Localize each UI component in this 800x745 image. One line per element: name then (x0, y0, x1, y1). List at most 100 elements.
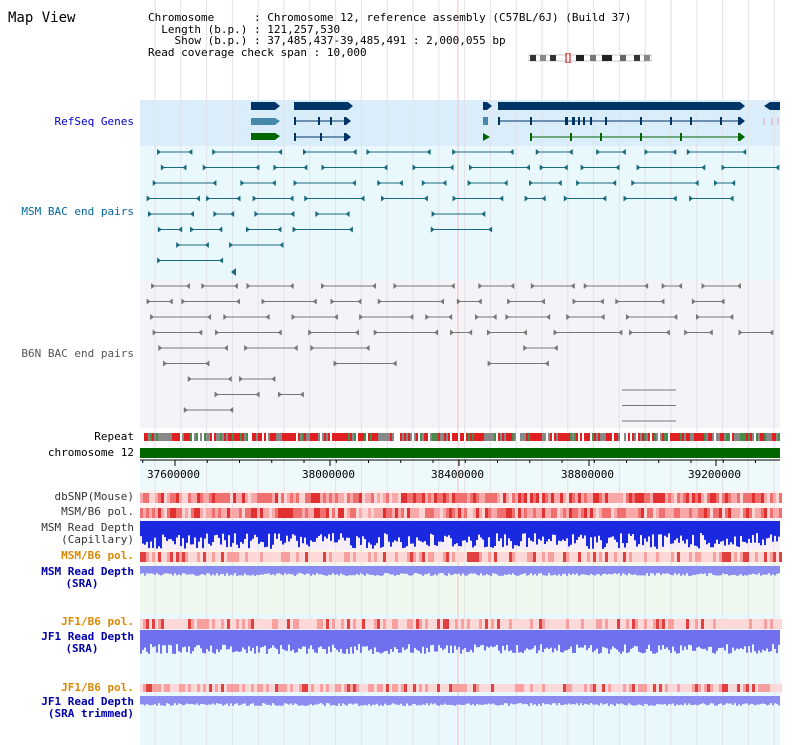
msm-depth-sra-bar (574, 566, 576, 575)
dbsnp-cell (284, 493, 287, 503)
msm-depth-sra-bar (188, 566, 190, 575)
msm-depth-capillary-bar (664, 521, 666, 536)
track-label-chromosome[interactable]: chromosome 12 (47, 446, 134, 459)
jf1-depth-bar (726, 630, 728, 645)
msm-bac-end (775, 164, 780, 171)
msm-depth-capillary-bar (760, 521, 762, 546)
jf1-depth-bar (338, 630, 340, 653)
repeat-block (716, 433, 718, 441)
axis-tick-label-3: 38400000 (431, 468, 484, 481)
msm-bac-end (255, 164, 260, 171)
jf1-b6-pol-trimmed-cell (245, 684, 248, 692)
repeat-block (232, 433, 234, 441)
jf1-b6-pol-cell (248, 619, 251, 629)
msm-depth-sra-bar (464, 566, 466, 576)
msm-depth-capillary-bar (432, 521, 434, 535)
jf1-depth-trimmed-bar (724, 696, 726, 705)
jf1-b6-pol-cell (281, 619, 284, 629)
msm-depth-capillary-bar (410, 521, 412, 544)
track-label-msm-b6-pol-sra[interactable]: MSM/B6 pol. (61, 549, 134, 562)
msm-depth-sra-bar (598, 566, 600, 575)
track-label-jf1-b6-pol[interactable]: JF1/B6 pol. (61, 615, 134, 628)
track-label-msm-depth-sra[interactable]: MSM Read Depth (SRA) (0, 566, 134, 590)
msm-depth-capillary-bar (778, 521, 780, 537)
msm-depth-capillary-bar (558, 521, 560, 541)
msm-depth-capillary-bar (214, 521, 216, 536)
b6n-bac-end (487, 360, 492, 367)
track-label-msm-b6-pol[interactable]: MSM/B6 pol. (61, 505, 134, 518)
jf1-depth-bar (432, 630, 434, 645)
msm-bac-end (452, 149, 457, 155)
track-label-jf1-depth-trimmed[interactable]: JF1 Read Depth (SRA trimmed) (0, 696, 134, 720)
b6n-bac-end (227, 376, 232, 382)
repeat-block (738, 433, 740, 441)
jf1-depth-bar (574, 630, 576, 654)
msm-depth-capillary-bar (668, 521, 670, 534)
msm-b6-pol-sra-cell (194, 552, 197, 562)
repeat-block (300, 433, 302, 441)
repeat-block (410, 433, 412, 441)
msm-bac-end (541, 195, 546, 202)
msm-depth-capillary-bar (596, 521, 598, 543)
dbsnp-cell (605, 493, 608, 503)
track-label-jf1-b6-pol-trimmed[interactable]: JF1/B6 pol. (61, 681, 134, 694)
msm-depth-sra-bar (430, 566, 432, 576)
msm-depth-sra-bar (676, 566, 678, 575)
msm-b6-pol-sra-cell (182, 552, 185, 562)
msm-depth-sra-bar (700, 566, 702, 574)
msm-b6-pol-sra-cell (566, 552, 569, 562)
b6n-bac-end (583, 283, 588, 289)
msm-depth-capillary-bar (274, 521, 276, 534)
dbsnp-cell (764, 493, 767, 503)
track-label-refseq[interactable]: RefSeq Genes (54, 115, 134, 128)
msm-b6-pol-cell (692, 508, 695, 518)
msm-depth-capillary-bar (194, 521, 196, 538)
repeat-block (718, 433, 720, 441)
repeat-block (284, 433, 286, 441)
b6n-bac-end (570, 283, 575, 289)
gene-l-exon (294, 133, 296, 141)
msm-bac-end (672, 195, 677, 202)
dbsnp-cell (227, 493, 230, 503)
repeat-block (286, 433, 288, 441)
msm-b6-pol-sra-cell (542, 552, 545, 562)
msm-depth-capillary-bar (322, 521, 324, 542)
jf1-b6-pol-cell (182, 619, 185, 629)
jf1-depth-bar (190, 630, 192, 654)
msm-b6-pol-cell (506, 508, 509, 518)
jf1-depth-trimmed-bar (272, 696, 274, 704)
jf1-depth-bar (150, 630, 152, 645)
repeat-block (398, 433, 400, 441)
msm-depth-sra-bar (650, 566, 652, 574)
jf1-depth-bar (592, 630, 594, 653)
msm-b6-pol-cell (248, 508, 251, 518)
msm-depth-sra-bar (652, 566, 654, 574)
msm-b6-pol-cell (209, 508, 212, 518)
jf1-depth-trimmed-bar (454, 696, 456, 706)
jf1-depth-trimmed-bar (714, 696, 716, 706)
dbsnp-cell (770, 493, 773, 503)
jf1-depth-trimmed-bar (490, 696, 492, 705)
jf1-depth-bar (300, 630, 302, 649)
track-label-msm-bac[interactable]: MSM BAC end pairs (21, 205, 134, 218)
track-label-b6n-bac[interactable]: B6N BAC end pairs (21, 347, 134, 360)
b6n-bac-end (372, 283, 377, 289)
msm-depth-sra-bar (612, 566, 614, 575)
dbsnp-cell (434, 493, 437, 503)
track-label-jf1-depth[interactable]: JF1 Read Depth (SRA) (0, 631, 134, 655)
track-label-dbsnp[interactable]: dbSNP(Mouse) (54, 490, 134, 503)
track-label-msm-depth-capillary[interactable]: MSM Read Depth (Capillary) (0, 522, 134, 546)
chromosome-ideogram[interactable] (528, 53, 652, 63)
msm-depth-sra-bar (318, 566, 320, 575)
jf1-depth-trimmed-bar (516, 696, 518, 704)
jf1-depth-bar (364, 630, 366, 647)
track-label-repeat[interactable]: Repeat (94, 430, 134, 443)
jf1-depth-trimmed-bar (604, 696, 606, 705)
jf1-depth-trimmed-bar (340, 696, 342, 706)
repeat-block (144, 433, 146, 441)
jf1-depth-trimmed-bar (286, 696, 288, 704)
dbsnp-cell (554, 493, 557, 503)
msm-b6-pol-cell (581, 508, 584, 518)
msm-b6-pol-sra-cell (656, 552, 659, 562)
